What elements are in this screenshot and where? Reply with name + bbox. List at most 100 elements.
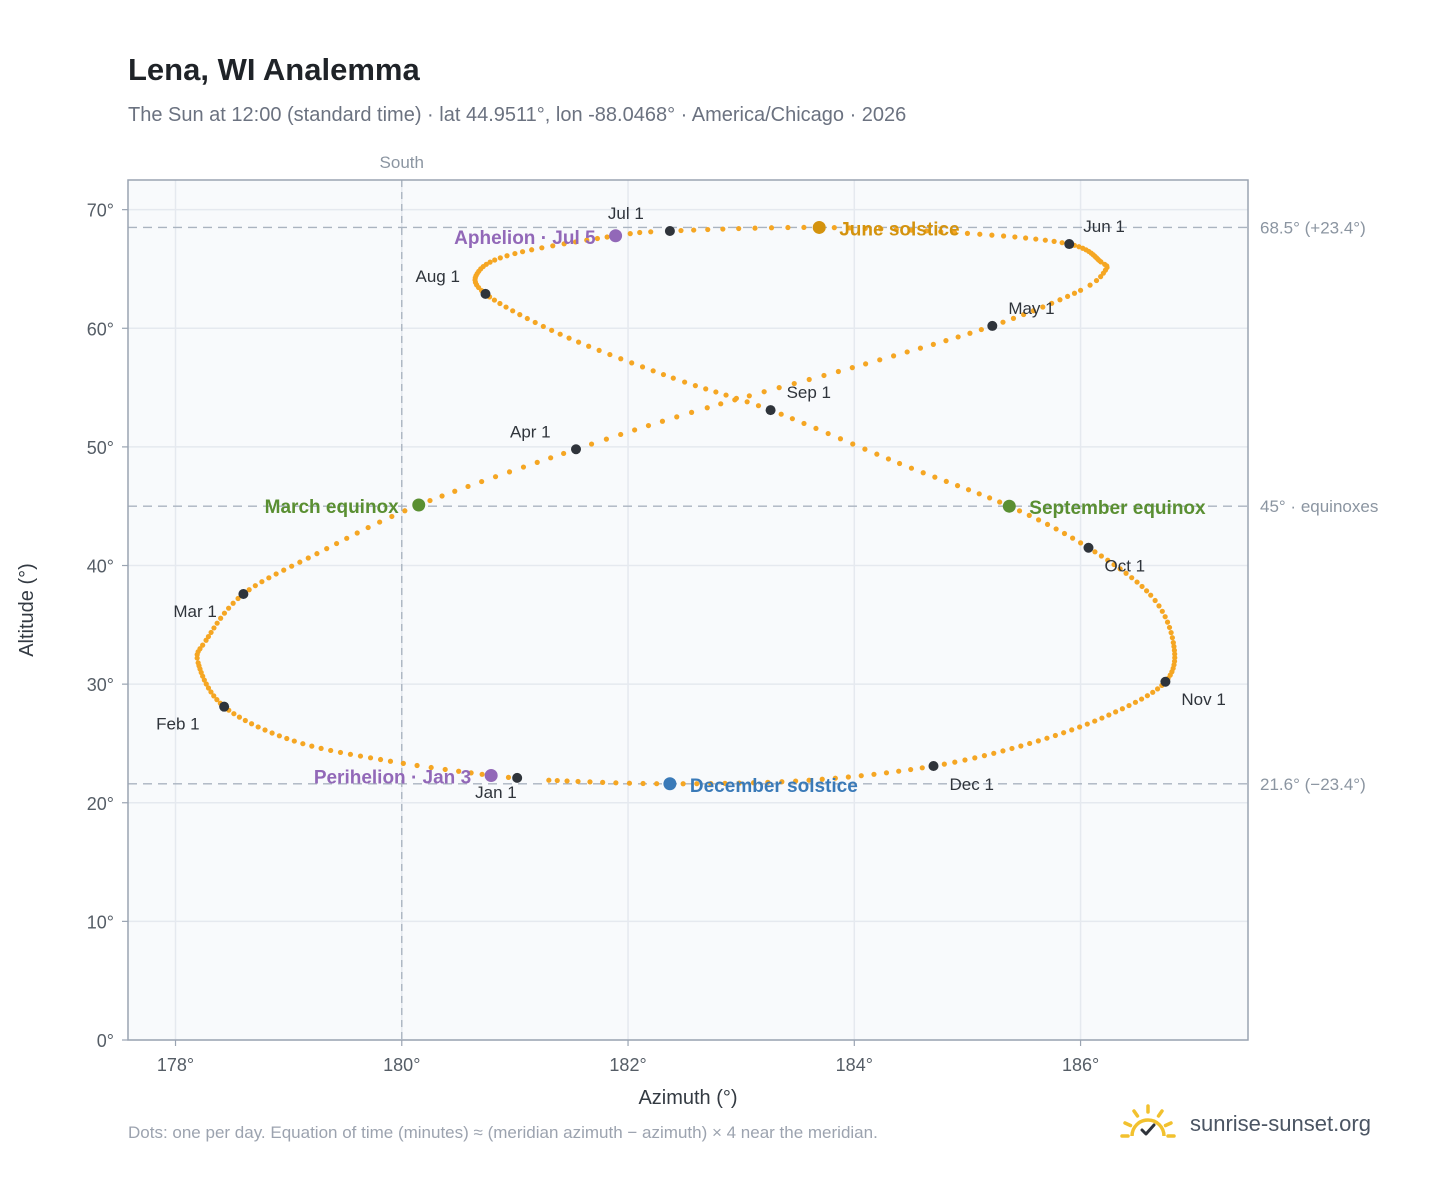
daily-sun-dot bbox=[414, 762, 420, 769]
daily-sun-dot bbox=[981, 753, 988, 759]
daily-sun-dot bbox=[259, 579, 265, 585]
daily-sun-dot bbox=[400, 760, 406, 766]
daily-sun-dot bbox=[252, 583, 258, 589]
daily-sun-dot bbox=[718, 401, 724, 407]
month-marker-label: Jul 1 bbox=[608, 204, 644, 223]
daily-sun-dot bbox=[1171, 647, 1178, 653]
daily-sun-dot bbox=[908, 766, 914, 773]
reference-lines: 68.5° (+23.4°) 45° · equinoxes 21.6° (−23.… bbox=[128, 218, 1378, 794]
daily-sun-dot bbox=[1010, 315, 1017, 321]
daily-sun-dot bbox=[908, 465, 915, 471]
daily-sun-dot bbox=[965, 487, 972, 493]
daily-sun-dot bbox=[1040, 304, 1046, 310]
month-marker bbox=[1160, 676, 1171, 687]
daily-sun-dot bbox=[964, 230, 971, 236]
daily-sun-dot bbox=[813, 425, 819, 432]
daily-sun-dot bbox=[1071, 290, 1078, 296]
x-tick-label: 182° bbox=[609, 1055, 646, 1075]
daily-sun-dot bbox=[603, 436, 609, 442]
daily-sun-dot bbox=[497, 255, 503, 261]
daily-sun-dot bbox=[847, 225, 853, 231]
daily-sun-dot bbox=[291, 738, 297, 744]
daily-sun-dot bbox=[1021, 311, 1027, 318]
daily-sun-dot bbox=[896, 460, 903, 467]
daily-sun-dot bbox=[566, 335, 572, 341]
event-marker bbox=[812, 220, 826, 234]
daily-sun-dot bbox=[529, 247, 535, 253]
daily-sun-dot bbox=[200, 642, 206, 648]
daily-sun-dot bbox=[618, 431, 624, 438]
daily-sun-dot bbox=[468, 770, 474, 776]
month-markers: Jan 1 Feb 1 Mar 1 Apr 1 May 1 Jun 1 Jul 1 Aug 1… bbox=[156, 204, 1226, 802]
daily-sun-dot bbox=[1102, 261, 1108, 267]
daily-sun-dot bbox=[932, 474, 938, 480]
reference-line-label: 45° · equinoxes bbox=[1260, 497, 1378, 516]
daily-sun-dot bbox=[987, 495, 993, 501]
daily-sun-dot bbox=[863, 361, 869, 367]
daily-sun-dot bbox=[1035, 738, 1041, 744]
event-label: Perihelion · Jan 3 bbox=[314, 767, 471, 788]
daily-sun-dot bbox=[221, 610, 228, 616]
daily-sun-dot bbox=[850, 441, 856, 447]
daily-sun-dot bbox=[733, 395, 740, 401]
daily-sun-dot bbox=[1134, 579, 1140, 585]
daily-sun-dot bbox=[893, 226, 899, 233]
event-marker bbox=[609, 229, 623, 243]
daily-sun-dot bbox=[297, 559, 303, 565]
meridian-label: South bbox=[380, 153, 424, 172]
daily-sun-dot bbox=[941, 761, 947, 767]
daily-sun-dot bbox=[1092, 718, 1098, 724]
daily-sun-dot bbox=[659, 418, 666, 424]
event-markers: June solstice December solstice March equi… bbox=[265, 219, 1206, 796]
daily-sun-dot bbox=[991, 750, 997, 756]
brand-name[interactable]: sunrise-sunset.org bbox=[1190, 1111, 1371, 1136]
daily-sun-dot bbox=[862, 446, 868, 452]
daily-sun-dot bbox=[248, 721, 255, 727]
daily-sun-dot bbox=[877, 357, 883, 363]
daily-sun-dot bbox=[442, 766, 448, 773]
daily-sun-dot bbox=[344, 535, 350, 541]
daily-sun-dot bbox=[832, 775, 838, 781]
month-marker bbox=[1064, 239, 1075, 250]
month-marker bbox=[765, 405, 776, 416]
daily-sun-dot bbox=[752, 225, 758, 231]
daily-sun-dot bbox=[1138, 696, 1145, 702]
daily-sun-dot bbox=[1152, 597, 1158, 604]
daily-sun-dot bbox=[744, 399, 750, 405]
daily-sun-dot bbox=[439, 493, 445, 499]
daily-sun-dot bbox=[1144, 693, 1150, 699]
daily-sun-dot bbox=[354, 530, 360, 536]
daily-sun-dot bbox=[1162, 614, 1168, 620]
daily-sun-dot bbox=[389, 513, 395, 520]
daily-sun-dot bbox=[650, 368, 656, 374]
daily-sun-dot bbox=[504, 253, 510, 259]
daily-sun-dot bbox=[708, 780, 714, 787]
daily-sun-dot bbox=[1172, 651, 1178, 657]
daily-sun-dot bbox=[689, 409, 695, 415]
daily-sun-dot bbox=[1171, 643, 1177, 650]
daily-sun-dot bbox=[660, 371, 667, 378]
daily-sun-dot bbox=[524, 315, 530, 322]
daily-sun-dot bbox=[333, 540, 340, 547]
daily-sun-dot bbox=[1159, 608, 1165, 614]
daily-sun-dot bbox=[347, 751, 354, 757]
daily-sun-dot bbox=[1077, 287, 1084, 293]
daily-sun-dot bbox=[1044, 735, 1050, 741]
daily-sun-dot bbox=[1064, 293, 1071, 300]
daily-sun-dot bbox=[801, 224, 807, 231]
daily-sun-dot bbox=[512, 250, 518, 257]
daily-sun-dot bbox=[951, 229, 958, 236]
daily-sun-dot bbox=[550, 243, 556, 249]
daily-sun-dot bbox=[962, 757, 968, 763]
daily-sun-dot bbox=[1093, 277, 1100, 284]
brand[interactable]: sunrise-sunset.org bbox=[1120, 1100, 1371, 1148]
month-marker-label: Jun 1 bbox=[1083, 217, 1125, 236]
reference-line-label: 21.6° (−23.4°) bbox=[1260, 775, 1366, 794]
daily-sun-dot bbox=[849, 365, 855, 371]
daily-sun-dot bbox=[1061, 530, 1068, 537]
daily-sun-dot bbox=[1092, 549, 1098, 555]
daily-sun-dot bbox=[755, 403, 762, 409]
daily-sun-dot bbox=[367, 755, 374, 761]
daily-sun-dot bbox=[1166, 624, 1173, 631]
footnote: Dots: one per day. Equation of time (min… bbox=[128, 1123, 878, 1142]
